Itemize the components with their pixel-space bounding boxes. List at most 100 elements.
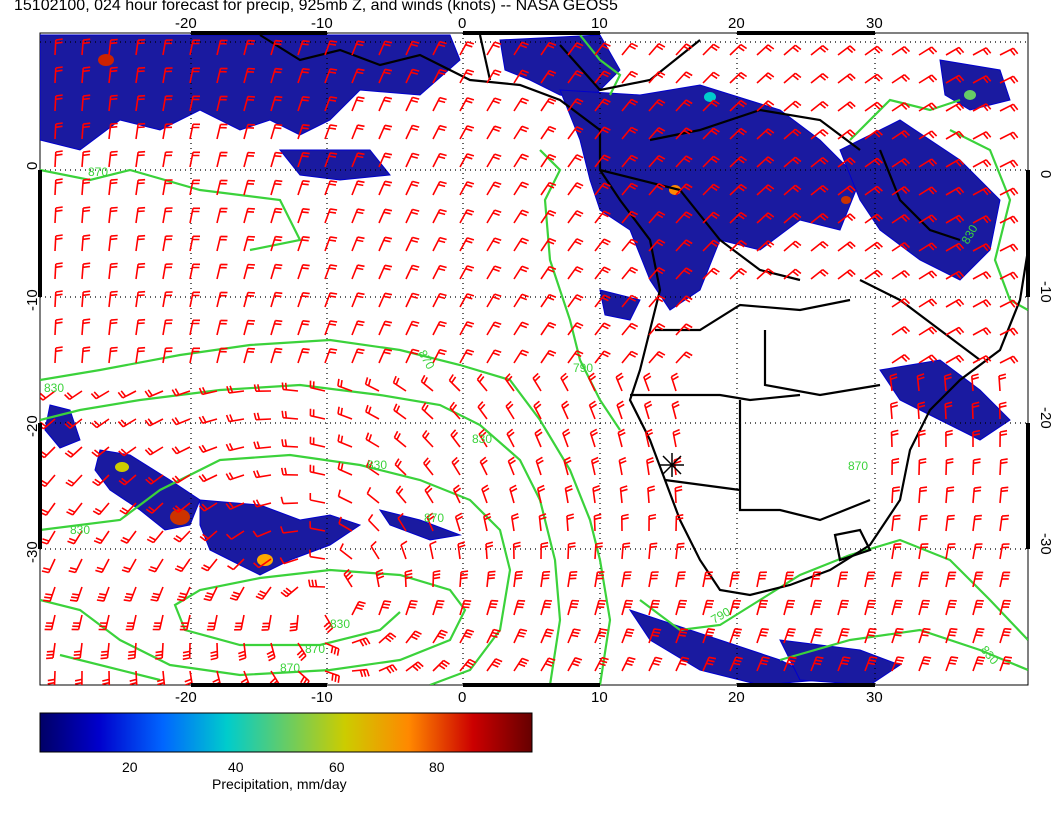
wind-barb [102,670,111,685]
wind-barb [243,67,255,84]
wind-barb [459,69,475,84]
wind-barb [162,291,173,308]
wind-barb [135,262,146,280]
wind-barb [135,346,146,364]
wind-barb [351,320,365,336]
wind-barb [297,236,310,252]
heavy-precip-layer [98,54,976,566]
wind-barb [216,95,228,112]
wind-barb [945,599,957,616]
wind-barb [943,373,952,392]
wind-barb [212,670,222,685]
country-border [630,393,801,402]
wind-barb [146,530,164,544]
wind-barb [540,599,553,616]
wind-barb [270,123,283,140]
wind-barb [891,543,902,560]
left-lat-ticks: 0 -10 -20 -30 [24,162,41,563]
wind-barb [918,514,928,532]
wind-barb [189,263,200,280]
wind-barb [594,70,611,84]
wind-barb [351,348,365,364]
wind-barb [890,401,899,420]
wind-barb [337,378,353,392]
wind-barb [589,428,598,448]
colorbar-tick: 60 [329,759,345,775]
wind-barb [108,122,118,140]
wind-barb [702,43,720,56]
wind-barb [567,266,584,280]
wind-barb [783,72,802,84]
wind-barb [917,401,926,420]
wind-barb [945,354,965,364]
wind-barb [648,267,666,280]
wind-barb [810,240,829,252]
coastline [259,34,1028,597]
wind-barb [972,327,992,336]
wind-barb [405,320,420,336]
wind-barb [536,484,546,504]
wind-barb [756,72,775,84]
wind-barb [324,180,338,196]
wind-barb [864,241,883,252]
wind-barb [567,294,584,308]
wind-barb [621,42,639,56]
wind-barb [891,486,901,504]
wind-barb [156,670,166,685]
wind-barb [783,128,802,140]
wind-barb [281,382,299,392]
wind-barb [449,401,461,420]
country-border [655,298,851,332]
wind-barb [644,428,654,448]
wind-barb [810,72,829,84]
wind-barb [486,41,502,56]
wind-barb [891,514,901,532]
wind-barb [621,571,632,588]
wind-barb [783,44,802,56]
wind-barb [837,73,856,84]
wind-barb [324,292,338,308]
wind-barb [756,268,775,280]
wind-barb [393,430,407,448]
wind-barb [216,179,228,196]
colorbar-title: Precipitation, mm/day [212,776,347,792]
wind-barb [378,40,393,56]
wind-barb [289,614,299,632]
axis-bars [38,31,1030,687]
country-border [859,279,981,361]
heavy-precip-spot [115,462,129,472]
contour-label: 790 [573,361,593,375]
wind-barb [945,242,965,252]
wind-barb [998,401,1007,420]
wind-barb [485,541,494,560]
wind-barb [270,179,283,196]
wind-barb [648,211,666,224]
wind-barb [162,347,173,364]
wind-barb [567,542,576,560]
country-border [649,108,861,151]
wind-barb [309,408,326,420]
precip-area [939,59,1011,111]
wind-barb [351,668,370,678]
wind-barb [81,234,91,252]
wind-barb [118,446,137,457]
wind-barb [394,458,407,476]
wind-barb [54,206,63,224]
wind-barb [308,579,326,588]
wind-barb [280,496,299,505]
lon-tick: 0 [458,15,466,32]
wind-barb [172,502,191,513]
wind-barb [432,659,450,672]
wind-barb [171,388,191,397]
wind-barb [621,210,639,224]
wind-barb [783,240,802,252]
wind-barb [486,97,502,112]
wind-barb [891,130,911,140]
wind-barb [281,439,299,448]
wind-barb [40,390,56,401]
wind-barb [81,318,91,336]
wind-barb [945,326,965,336]
wind-barb [837,101,856,112]
wind-barb [729,267,748,280]
wind-barb [174,558,191,573]
